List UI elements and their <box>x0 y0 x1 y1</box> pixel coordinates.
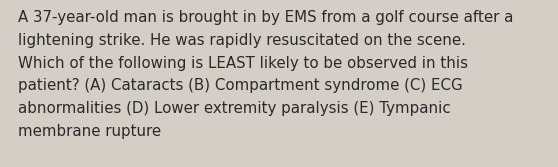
Text: lightening strike. He was rapidly resuscitated on the scene.: lightening strike. He was rapidly resusc… <box>18 33 466 48</box>
Text: A 37-year-old man is brought in by EMS from a golf course after a: A 37-year-old man is brought in by EMS f… <box>18 10 513 25</box>
Text: abnormalities (D) Lower extremity paralysis (E) Tympanic: abnormalities (D) Lower extremity paraly… <box>18 101 451 116</box>
Text: Which of the following is LEAST likely to be observed in this: Which of the following is LEAST likely t… <box>18 56 468 71</box>
Text: membrane rupture: membrane rupture <box>18 124 161 139</box>
Text: patient? (A) Cataracts (B) Compartment syndrome (C) ECG: patient? (A) Cataracts (B) Compartment s… <box>18 78 463 93</box>
